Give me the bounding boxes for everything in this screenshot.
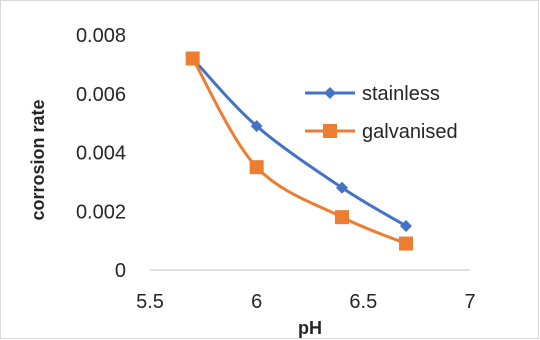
series-line-stainless — [191, 57, 407, 228]
y-tick-label: 0.006 — [76, 84, 126, 106]
y-tick-label: 0.008 — [76, 25, 126, 47]
data-point-galvanised — [249, 160, 264, 175]
legend: stainless galvanised — [305, 83, 458, 143]
x-tick-label: 7 — [464, 291, 475, 313]
data-point-galvanised — [185, 51, 200, 66]
series-line-galvanised — [191, 57, 407, 245]
data-point-stainless — [400, 219, 412, 232]
y-tick-label: 0 — [115, 260, 126, 282]
x-axis-title: pH — [298, 318, 322, 338]
x-tick-labels: 5.5 6 6.5 7 — [136, 291, 475, 313]
data-point-galvanised — [399, 236, 413, 251]
y-tick-label: 0.002 — [76, 201, 126, 223]
x-tick-label: 6 — [251, 291, 262, 313]
series-markers — [185, 51, 413, 251]
data-point-stainless — [336, 181, 348, 194]
x-tick-label: 6.5 — [349, 291, 377, 313]
data-point-stainless — [250, 120, 263, 133]
legend-swatch-marker — [323, 124, 337, 138]
series-lines — [191, 57, 407, 245]
y-axis-title: corrosion rate — [28, 99, 48, 220]
y-tick-labels: 0 0.002 0.004 0.006 0.008 — [76, 25, 126, 282]
legend-swatch-marker — [324, 87, 336, 99]
legend-label-stainless: stainless — [362, 83, 440, 105]
y-tick-label: 0.004 — [76, 143, 126, 165]
data-point-galvanised — [335, 210, 349, 225]
legend-label-galvanised: galvanised — [362, 121, 458, 143]
x-tick-label: 5.5 — [136, 291, 164, 313]
